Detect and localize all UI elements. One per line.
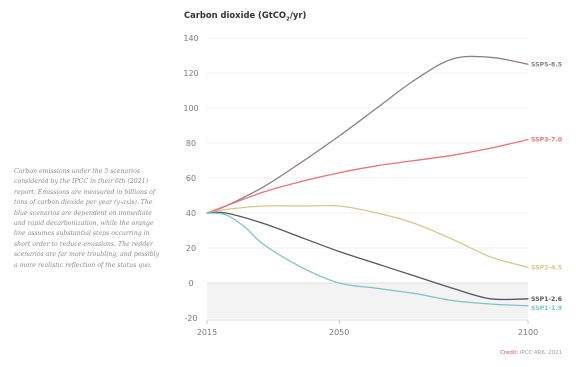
chart-gridlines [207, 37, 528, 319]
y-tick-label: 20 [186, 244, 196, 253]
series-labels: SSP5-8.5 SSP3-7.0 SSP2-4.5 SSP1-2.6 SSP1-1.9 [531, 61, 563, 312]
x-tick-label: 2015 [197, 328, 217, 337]
y-tick-label: 140 [183, 34, 198, 43]
series-label-ssp1-2-6: SSP1-2.6 [531, 296, 562, 303]
series-label-ssp1-1-9: SSP1-1.9 [531, 305, 562, 312]
x-axis-ticks: 2015 2050 2100 [197, 319, 538, 337]
series-line-ssp1-2-6 [206, 211, 529, 301]
y-tick-label: 120 [183, 69, 198, 78]
x-tick-label: 2100 [518, 328, 538, 337]
y-tick-label: 40 [186, 209, 196, 218]
chart-title-main: Carbon dioxide (GtCO [184, 10, 287, 20]
series-label-ssp2-4-5: SSP2-4.5 [531, 264, 562, 271]
series-line-ssp1-1-9 [206, 212, 529, 307]
series-line-ssp5-8-5 [206, 55, 529, 214]
chart-credit: Credit: IPCC AR6, 2021 [500, 350, 562, 356]
y-axis-ticks: -20 0 20 40 60 80 100 120 140 [183, 34, 198, 323]
y-tick-label: 60 [186, 174, 196, 183]
series-line-ssp2-4-5 [206, 204, 529, 268]
chart-title-tail: /yr) [289, 10, 307, 20]
series-label-ssp5-8-5: SSP5-8.5 [531, 61, 562, 68]
y-tick-label: -20 [184, 314, 197, 323]
chart-caption: Carbon emissions under the 5 scenarios c… [14, 168, 160, 269]
x-tick-label: 2050 [329, 328, 349, 337]
y-tick-label: 100 [183, 104, 198, 113]
series-lines [206, 55, 529, 307]
credit-key: Credit: [500, 350, 519, 356]
negative-emissions-band [207, 283, 528, 318]
negative-band [207, 283, 528, 318]
chart-title-subscript: 2 [286, 16, 290, 23]
credit-text: IPCC AR6, 2021 [519, 350, 562, 356]
series-line-ssp3-7-0 [206, 138, 529, 214]
series-label-ssp3-7-0: SSP3-7.0 [531, 137, 563, 144]
y-tick-label: 80 [186, 139, 196, 148]
chart-title: Carbon dioxide (GtCO2/yr) [184, 10, 306, 23]
y-tick-label: 0 [188, 279, 193, 288]
